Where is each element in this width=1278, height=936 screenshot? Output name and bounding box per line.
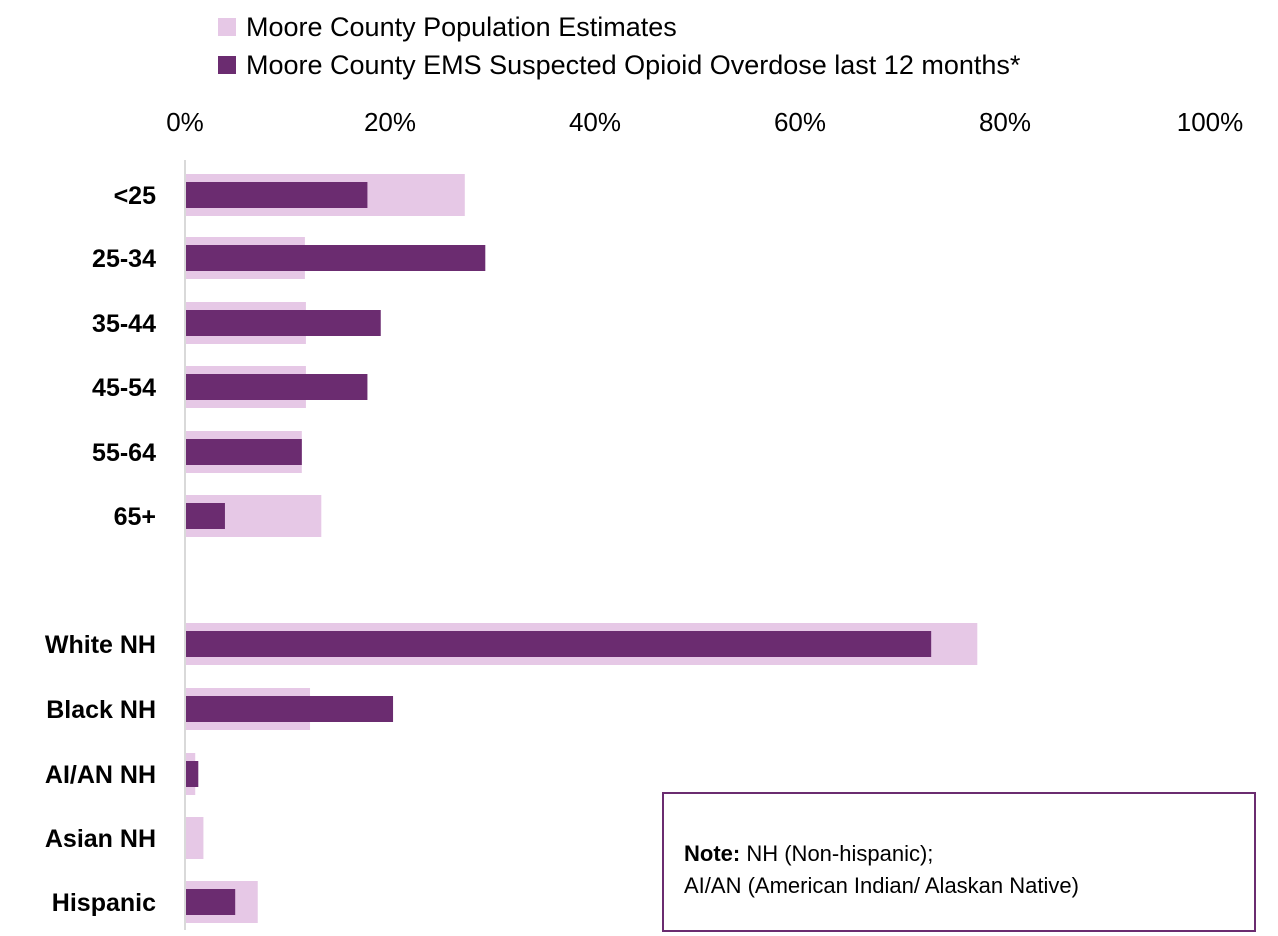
category-label: 25-34 bbox=[92, 245, 156, 273]
bar-overdose bbox=[186, 182, 367, 208]
note-text: Note: NH (Non-hispanic); AI/AN (American… bbox=[684, 838, 1079, 902]
category-label: White NH bbox=[45, 631, 156, 659]
bar-overdose bbox=[186, 503, 225, 529]
note-heading: Note: bbox=[684, 841, 740, 866]
legend-swatch-population bbox=[218, 18, 236, 36]
category-label: 35-44 bbox=[92, 310, 156, 338]
legend-swatch-overdose bbox=[218, 56, 236, 74]
category-label: <25 bbox=[114, 182, 157, 210]
x-tick-label: 20% bbox=[364, 107, 416, 137]
bar-overdose bbox=[186, 245, 485, 271]
legend-label-overdose: Moore County EMS Suspected Opioid Overdo… bbox=[246, 50, 1020, 81]
bar-overdose bbox=[186, 374, 367, 400]
bar-overdose bbox=[186, 439, 302, 465]
x-tick-label: 0% bbox=[166, 107, 204, 137]
category-label: 65+ bbox=[114, 503, 156, 531]
note-line-1: NH (Non-hispanic); bbox=[746, 841, 933, 866]
category-label: 45-54 bbox=[92, 374, 156, 402]
category-label: Black NH bbox=[46, 696, 156, 724]
category-label: Hispanic bbox=[52, 889, 156, 917]
note-box: Note: NH (Non-hispanic); AI/AN (American… bbox=[662, 792, 1256, 932]
bar-overdose bbox=[186, 631, 931, 657]
legend-label-population: Moore County Population Estimates bbox=[246, 12, 677, 43]
x-tick-label: 60% bbox=[774, 107, 826, 137]
category-label: AI/AN NH bbox=[45, 761, 156, 789]
bar-overdose bbox=[186, 761, 198, 787]
bar-overdose bbox=[186, 696, 393, 722]
note-line-2: AI/AN (American Indian/ Alaskan Native) bbox=[684, 873, 1079, 898]
category-label: 55-64 bbox=[92, 439, 156, 467]
bar-overdose bbox=[186, 310, 381, 336]
bar-overdose bbox=[186, 889, 235, 915]
x-tick-label: 40% bbox=[569, 107, 621, 137]
category-label: Asian NH bbox=[45, 825, 156, 853]
chart-legend: Moore County Population Estimates Moore … bbox=[218, 8, 1020, 84]
bar-population bbox=[186, 817, 203, 859]
x-tick-label: 100% bbox=[1177, 107, 1244, 137]
x-tick-label: 80% bbox=[979, 107, 1031, 137]
legend-item-population: Moore County Population Estimates bbox=[218, 8, 1020, 46]
legend-item-overdose: Moore County EMS Suspected Opioid Overdo… bbox=[218, 46, 1020, 84]
